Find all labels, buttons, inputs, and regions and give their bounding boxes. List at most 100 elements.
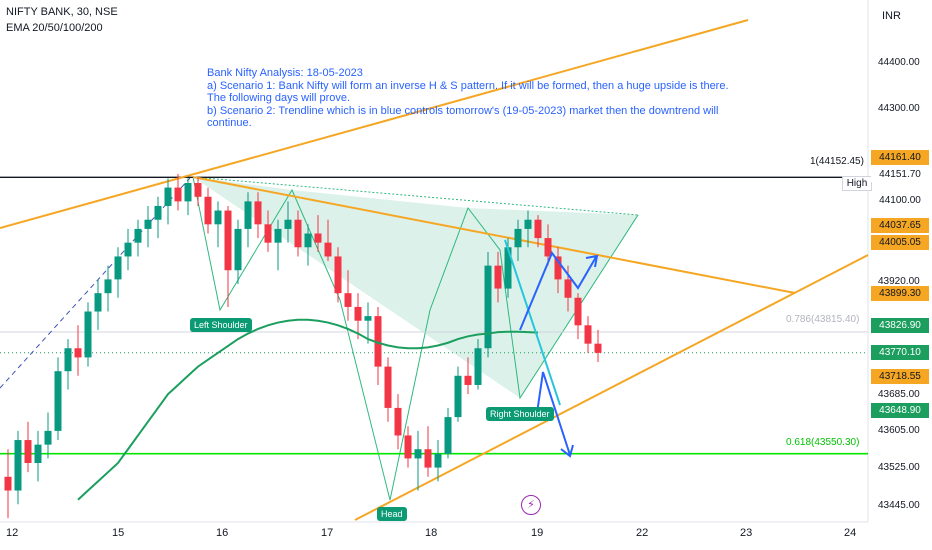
price-label-43718: 43718.55 xyxy=(871,369,929,384)
candle-body xyxy=(114,256,122,280)
candle-body xyxy=(404,435,412,459)
ascending-trendline xyxy=(354,254,869,521)
symbol-title[interactable]: NIFTY BANK, 30, NSE xyxy=(6,6,118,18)
y-tick-43920: 43920.00 xyxy=(878,276,920,287)
price-label-44100: 44100.00 xyxy=(871,193,929,208)
candle-body xyxy=(194,183,202,197)
note-line-2: a) Scenario 1: Bank Nifty will form an i… xyxy=(207,79,729,92)
y-tick-43685: 43685.00 xyxy=(878,389,920,400)
ema-line xyxy=(77,318,539,501)
y-tick-44300: 44300.00 xyxy=(878,103,920,114)
candle-body xyxy=(374,316,382,367)
candle-body xyxy=(104,279,112,294)
candle-body xyxy=(214,210,222,225)
candle-body xyxy=(284,219,292,229)
price-axis-panel xyxy=(868,0,932,550)
candle-body xyxy=(144,219,152,229)
candle-body xyxy=(244,201,252,229)
candle-body xyxy=(574,297,582,326)
price-label-44005: 44005.05 xyxy=(871,235,929,250)
right-shoulder-label: Right Shoulder xyxy=(486,407,554,421)
candle-body xyxy=(494,265,502,289)
candle-body xyxy=(444,417,452,454)
candle-body xyxy=(4,476,12,491)
upper-trendline xyxy=(0,19,749,229)
currency-label: INR xyxy=(882,10,901,22)
x-tick-16: 16 xyxy=(216,527,229,539)
x-tick-23: 23 xyxy=(740,527,753,539)
pattern-area xyxy=(193,177,638,398)
x-tick-19: 19 xyxy=(531,527,544,539)
candle-body xyxy=(544,238,552,257)
candle-body xyxy=(514,228,522,248)
candle-body xyxy=(584,325,592,344)
note-line-5: continue. xyxy=(207,117,252,129)
y-tick-43525: 43525.00 xyxy=(878,462,920,473)
blue-control-trendline xyxy=(504,239,561,406)
analysis-note: Bank Nifty Analysis: 18-05-2023 a) Scena… xyxy=(207,67,767,130)
note-line-4: b) Scenario 2: Trendline which is in blu… xyxy=(207,104,719,117)
candle-body xyxy=(174,187,182,202)
candle-body xyxy=(364,316,372,321)
candle-body xyxy=(524,219,532,229)
candle-body xyxy=(484,265,492,349)
candle-body xyxy=(414,449,422,459)
candle-body xyxy=(64,348,72,372)
candle-body xyxy=(354,306,362,321)
candle-body xyxy=(274,228,282,243)
scenario-2-arrowhead xyxy=(560,444,574,458)
fib-618-label: 0.618(43550.30) xyxy=(786,437,860,448)
candle-body xyxy=(384,366,392,408)
candle-body xyxy=(264,224,272,243)
pattern-outline xyxy=(192,176,639,501)
candle-body xyxy=(314,233,322,243)
y-tick-44400: 44400.00 xyxy=(878,57,920,68)
x-tick-15: 15 xyxy=(112,527,125,539)
lightning-icon[interactable]: ⚡ xyxy=(521,495,541,515)
candle-body xyxy=(594,343,602,353)
scenario-1-path xyxy=(519,250,597,331)
price-label-43770: 43770.10 xyxy=(871,345,929,360)
neckline-dotted xyxy=(192,176,639,216)
x-tick-12: 12 xyxy=(6,527,19,539)
candle-body xyxy=(334,256,342,294)
candle-body xyxy=(124,242,132,257)
x-tick-24: 24 xyxy=(844,527,857,539)
candle-body xyxy=(24,440,32,463)
candle-body xyxy=(94,293,102,312)
price-label-44152: 44151.70 xyxy=(871,167,929,182)
candle-body xyxy=(164,187,172,206)
candle-body xyxy=(554,256,562,280)
candle-body xyxy=(254,201,262,225)
candle-body xyxy=(54,371,62,431)
candle-body xyxy=(324,242,332,257)
scenario-2-path xyxy=(535,371,571,456)
head-label: Head xyxy=(377,507,407,521)
scenario-1-arrowhead xyxy=(585,254,599,268)
candle-body xyxy=(34,444,42,463)
candle-body xyxy=(294,219,302,248)
indicator-legend[interactable]: EMA 20/50/100/200 xyxy=(6,22,103,34)
high-level-label: 1(44152.45) xyxy=(810,156,864,167)
candle-body xyxy=(464,375,472,385)
candle-body xyxy=(84,311,92,358)
candle-body xyxy=(204,196,212,225)
candle-body xyxy=(74,348,82,358)
candle-body xyxy=(304,233,312,248)
candle-body xyxy=(44,430,52,445)
candle-body xyxy=(344,293,352,307)
candle-body xyxy=(564,279,572,298)
candle-body xyxy=(534,219,542,239)
high-tag: High xyxy=(842,176,872,191)
price-label-43826: 43826.90 xyxy=(871,318,929,333)
y-tick-43445: 43445.00 xyxy=(878,500,920,511)
price-label-43899: 43899.30 xyxy=(871,286,929,301)
descending-trendline xyxy=(192,176,796,294)
note-line-1: Bank Nifty Analysis: 18-05-2023 xyxy=(207,67,363,79)
candle-body xyxy=(434,453,442,468)
left-shoulder-label: Left Shoulder xyxy=(190,318,252,332)
candle-body xyxy=(234,228,242,271)
candle-body xyxy=(224,210,232,271)
